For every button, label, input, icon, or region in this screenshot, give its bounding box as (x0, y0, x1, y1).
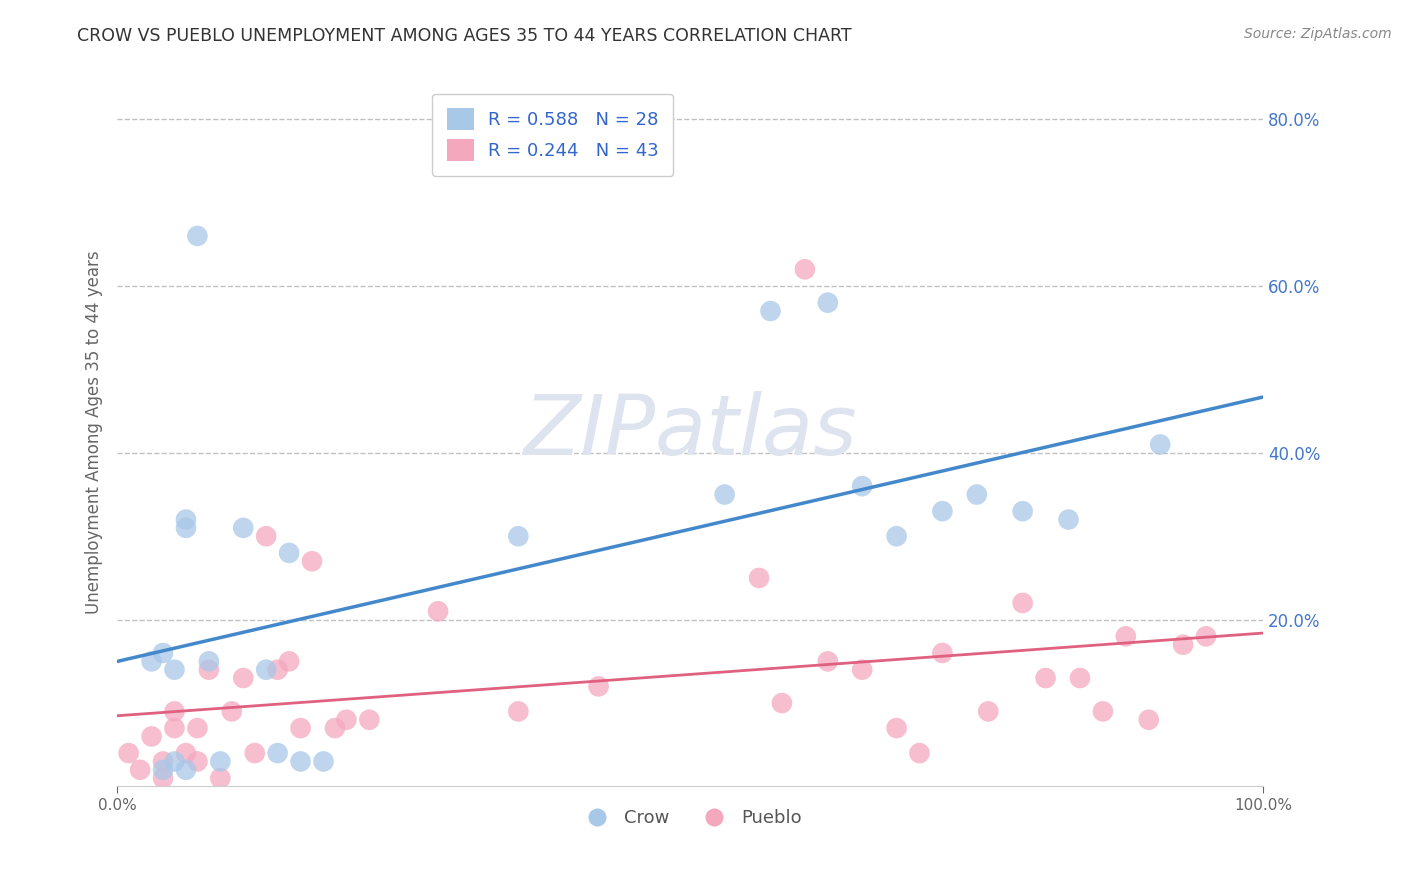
Point (198, 663, 221, 677)
Point (152, 646, 174, 660)
Point (129, 763, 152, 777)
Point (886, 529, 908, 543)
Point (163, 755, 186, 769)
Text: Source: ZipAtlas.com: Source: ZipAtlas.com (1244, 27, 1392, 41)
Point (323, 721, 346, 735)
Point (793, 262, 815, 277)
Point (278, 546, 301, 560)
Point (335, 713, 357, 727)
Point (174, 512, 197, 526)
Point (427, 604, 450, 618)
Point (1115, 629, 1137, 643)
Point (152, 755, 174, 769)
Point (152, 771, 174, 785)
Point (508, 705, 530, 719)
Point (886, 721, 908, 735)
Y-axis label: Unemployment Among Ages 35 to 44 years: Unemployment Among Ages 35 to 44 years (86, 250, 103, 614)
Point (931, 646, 953, 660)
Point (977, 705, 1000, 719)
Point (266, 663, 288, 677)
Point (198, 654, 221, 668)
Point (1195, 629, 1218, 643)
Point (301, 554, 323, 568)
Point (1069, 671, 1091, 685)
Point (713, 487, 735, 501)
Legend: Crow, Pueblo: Crow, Pueblo (571, 802, 810, 834)
Text: ZIPatlas: ZIPatlas (523, 392, 858, 473)
Point (1057, 512, 1080, 526)
Point (588, 679, 610, 693)
Point (1171, 638, 1194, 652)
Point (770, 696, 793, 710)
Point (141, 730, 163, 744)
Point (817, 295, 839, 310)
Point (232, 521, 254, 535)
Point (1011, 504, 1033, 518)
Point (1149, 437, 1171, 451)
Point (290, 721, 312, 735)
Point (186, 755, 208, 769)
Point (174, 763, 197, 777)
Point (174, 746, 197, 760)
Point (232, 671, 254, 685)
Point (1035, 671, 1057, 685)
Point (1011, 596, 1033, 610)
Point (817, 654, 839, 668)
Point (254, 663, 277, 677)
Point (266, 746, 288, 760)
Point (118, 746, 141, 760)
Point (174, 521, 197, 535)
Point (254, 529, 277, 543)
Point (186, 228, 208, 243)
Point (851, 663, 873, 677)
Point (759, 304, 782, 318)
Point (1091, 705, 1114, 719)
Point (748, 571, 770, 585)
Point (163, 705, 186, 719)
Point (186, 721, 208, 735)
Point (931, 504, 953, 518)
Point (221, 705, 243, 719)
Point (1137, 713, 1160, 727)
Point (508, 529, 530, 543)
Point (163, 663, 186, 677)
Text: CROW VS PUEBLO UNEMPLOYMENT AMONG AGES 35 TO 44 YEARS CORRELATION CHART: CROW VS PUEBLO UNEMPLOYMENT AMONG AGES 3… (77, 27, 852, 45)
Point (209, 755, 232, 769)
Point (209, 771, 232, 785)
Point (359, 713, 381, 727)
Point (312, 755, 335, 769)
Point (851, 479, 873, 493)
Point (290, 755, 312, 769)
Point (908, 746, 931, 760)
Point (152, 763, 174, 777)
Point (163, 721, 186, 735)
Point (141, 654, 163, 668)
Point (966, 487, 988, 501)
Point (278, 654, 301, 668)
Point (243, 746, 266, 760)
